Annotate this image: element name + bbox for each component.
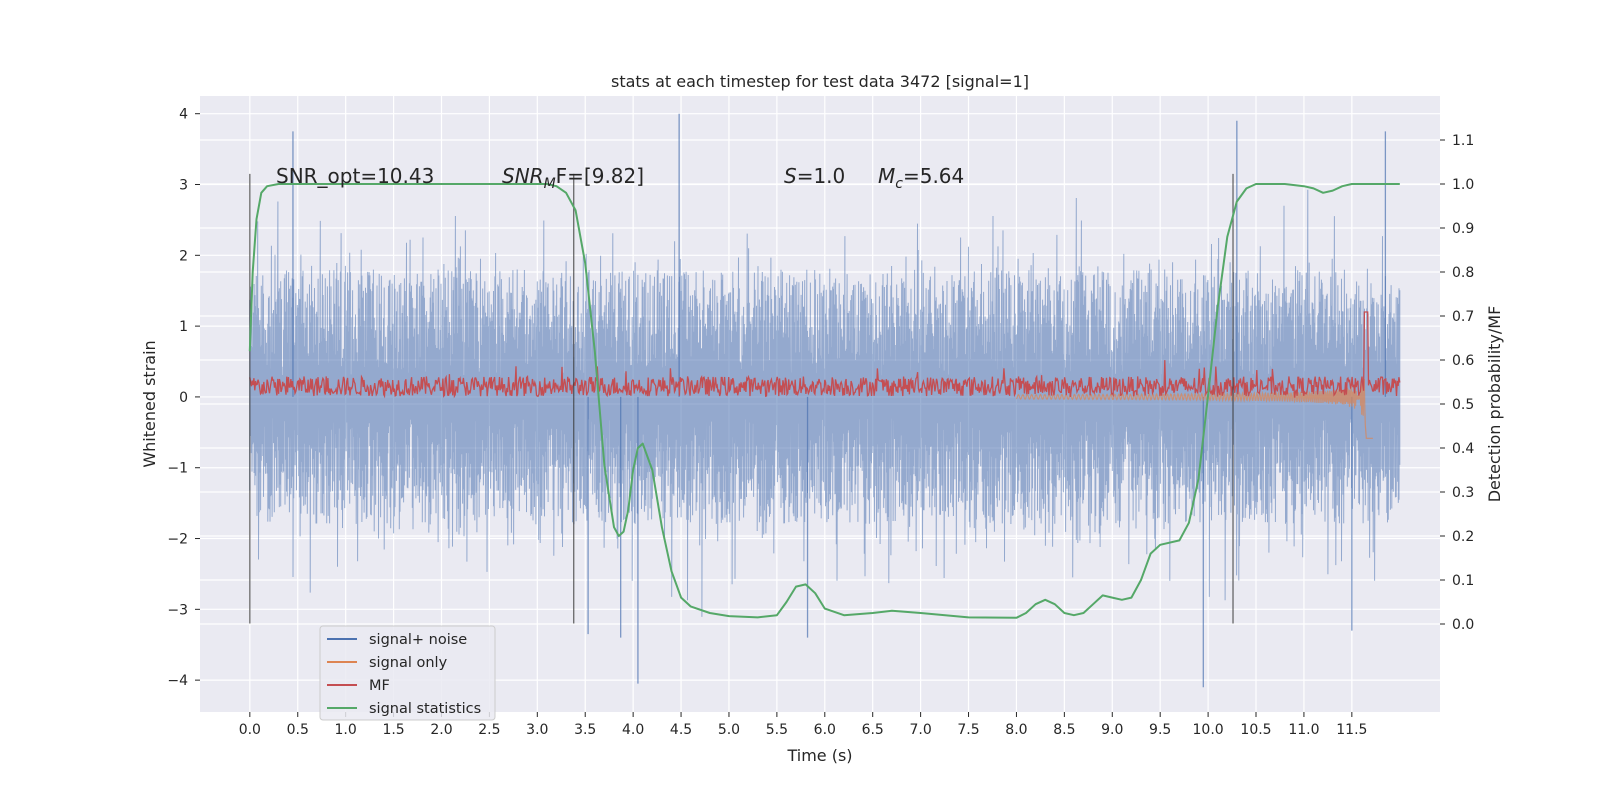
x-tick-label: 3.0 bbox=[526, 722, 548, 738]
x-tick-label: 9.5 bbox=[1149, 722, 1171, 738]
y2-tick-label: 0.4 bbox=[1452, 441, 1474, 457]
y2-tick-label: 0.5 bbox=[1452, 397, 1474, 413]
y2-tick-label: 0.2 bbox=[1452, 529, 1474, 545]
y-tick-label: 1 bbox=[179, 319, 188, 335]
x-tick-label: 4.5 bbox=[670, 722, 692, 738]
x-tick-label: 1.5 bbox=[382, 722, 404, 738]
legend-label-mf: MF bbox=[369, 678, 390, 694]
y-tick-label: 0 bbox=[179, 390, 188, 406]
annotation-snr-mf: SNRMF=[9.82] bbox=[502, 164, 644, 192]
y2-tick-label: 0.8 bbox=[1452, 265, 1474, 281]
x-axis-label: Time (s) bbox=[786, 746, 852, 765]
axis-ticks: 0.0 0.5 1.0 1.5 2.0 2.5 3.0 3.5 4.0 4.5 5.0 5.5 6.0 6… bbox=[167, 107, 1474, 738]
legend-box bbox=[319, 625, 496, 721]
x-tick-label: 9.0 bbox=[1101, 722, 1123, 738]
y-tick-label: 3 bbox=[179, 178, 188, 194]
annotation-s: S=1.0 bbox=[784, 164, 845, 188]
series-signal-only bbox=[1015, 378, 1373, 439]
y2-tick-label: 0.6 bbox=[1452, 353, 1474, 369]
x-tick-label: 10.0 bbox=[1193, 722, 1224, 738]
x-tick-label: 11.5 bbox=[1336, 722, 1367, 738]
y2-axis-label: Detection probability/MF bbox=[1485, 306, 1504, 503]
vertical-markers bbox=[249, 173, 1234, 624]
y-tick-label: 4 bbox=[179, 107, 188, 123]
legend-label-signal-noise: signal+ noise bbox=[369, 632, 467, 648]
y2-tick-label: 1.0 bbox=[1452, 177, 1474, 193]
x-tick-label: 4.0 bbox=[622, 722, 644, 738]
x-tick-label: 2.5 bbox=[478, 722, 500, 738]
x-tick-label: 7.5 bbox=[957, 722, 979, 738]
y2-tick-label: 0.0 bbox=[1452, 617, 1474, 633]
x-tick-label: 8.5 bbox=[1053, 722, 1075, 738]
series-signal-statistics bbox=[248, 183, 1400, 619]
x-tick-label: 11.0 bbox=[1288, 722, 1319, 738]
legend-label-signal-statistics: signal statistics bbox=[369, 701, 481, 717]
x-tick-label: 0.5 bbox=[287, 722, 309, 738]
y-axis-label: Whitened strain bbox=[140, 340, 159, 467]
legend-label-signal-only: signal only bbox=[369, 655, 448, 671]
y2-tick-label: 0.9 bbox=[1452, 221, 1474, 237]
x-tick-label: 6.5 bbox=[862, 722, 884, 738]
x-tick-label: 6.0 bbox=[814, 722, 836, 738]
signal-statistics-line bbox=[248, 183, 1400, 619]
y2-tick-label: 1.1 bbox=[1452, 133, 1474, 149]
y-tick-label: −1 bbox=[167, 461, 188, 477]
y2-tick-label: 0.3 bbox=[1452, 485, 1474, 501]
y-tick-label: 2 bbox=[179, 248, 188, 264]
x-tick-label: 5.0 bbox=[718, 722, 740, 738]
x-tick-label: 2.0 bbox=[430, 722, 452, 738]
x-tick-label: 8.0 bbox=[1005, 722, 1027, 738]
x-tick-label: 0.0 bbox=[239, 722, 261, 738]
annotation-snr-opt: SNR_opt=10.43 bbox=[276, 164, 434, 188]
x-tick-label: 5.5 bbox=[766, 722, 788, 738]
y2-tick-label: 0.7 bbox=[1452, 309, 1474, 325]
y-tick-label: −4 bbox=[167, 673, 188, 689]
x-tick-label: 10.5 bbox=[1240, 722, 1271, 738]
x-tick-label: 1.0 bbox=[335, 722, 357, 738]
signal-only-line bbox=[1015, 378, 1373, 439]
chart-title: stats at each timestep for test data 347… bbox=[611, 72, 1029, 91]
annotation-mc: Mc=5.64 bbox=[878, 164, 964, 192]
x-tick-label: 7.0 bbox=[909, 722, 931, 738]
series-signal-noise bbox=[249, 113, 1401, 688]
x-tick-label: 3.5 bbox=[574, 722, 596, 738]
legend: signal+ noise signal only MF signal stat… bbox=[319, 625, 496, 721]
y-tick-label: −2 bbox=[167, 532, 188, 548]
y2-tick-label: 0.1 bbox=[1452, 573, 1474, 589]
y-tick-label: −3 bbox=[167, 602, 188, 618]
